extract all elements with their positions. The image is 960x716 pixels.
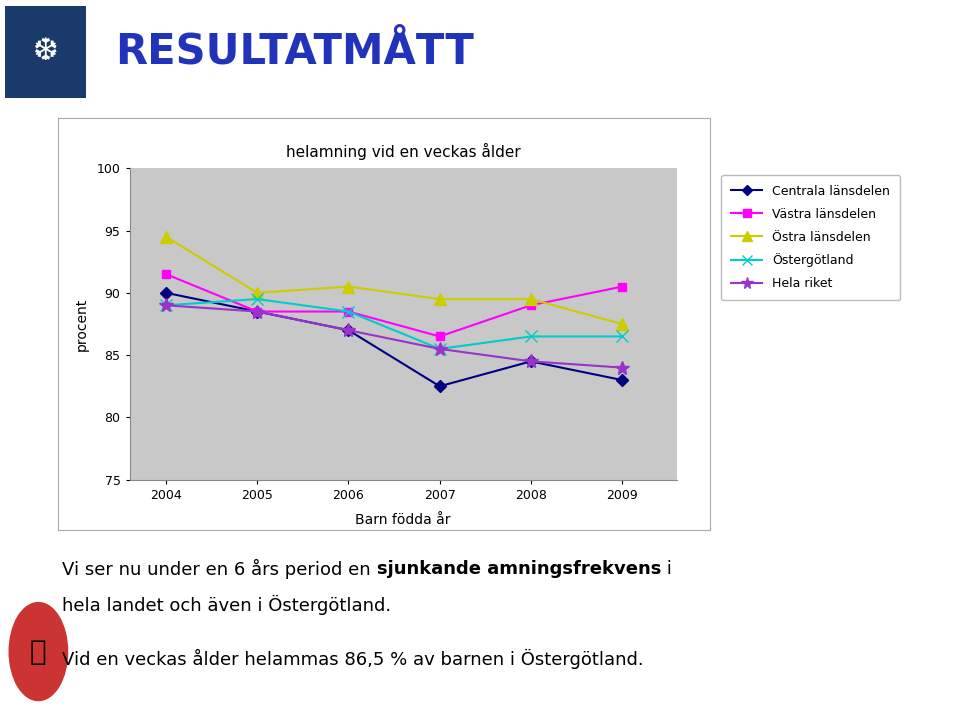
Östra länsdelen [525, 295, 537, 304]
Västra länsdelen [434, 332, 445, 341]
Centrala länsdelen [160, 289, 172, 297]
FancyBboxPatch shape [5, 6, 86, 97]
Östergötland [616, 332, 628, 341]
Centrala länsdelen [525, 357, 537, 366]
Text: sjunkande amningsfrekvens: sjunkande amningsfrekvens [376, 560, 661, 579]
Centrala länsdelen [252, 307, 263, 316]
Text: i: i [661, 560, 672, 579]
Text: Vid en veckas ålder helammas 86,5 % av barnen i Östergötland.: Vid en veckas ålder helammas 86,5 % av b… [62, 649, 644, 669]
Västra länsdelen [616, 282, 628, 291]
X-axis label: Barn födda år: Barn födda år [355, 513, 451, 527]
Text: ❆: ❆ [33, 37, 58, 67]
Circle shape [10, 603, 67, 700]
Östergötland [252, 295, 263, 304]
Title: helamning vid en veckas ålder: helamning vid en veckas ålder [286, 143, 520, 160]
Centrala länsdelen [343, 326, 354, 334]
Text: RESULTATMÅTT: RESULTATMÅTT [115, 31, 474, 73]
Hela riket [343, 326, 354, 334]
Östra länsdelen [616, 320, 628, 329]
Text: hela landet och även i Östergötland.: hela landet och även i Östergötland. [62, 595, 392, 615]
Östra länsdelen [343, 282, 354, 291]
Line: Östergötland: Östergötland [160, 294, 628, 354]
Västra länsdelen [252, 307, 263, 316]
Legend: Centrala länsdelen, Västra länsdelen, Östra länsdelen, Östergötland, Hela riket: Centrala länsdelen, Västra länsdelen, Ös… [721, 175, 900, 301]
Östra länsdelen [434, 295, 445, 304]
Västra länsdelen [160, 270, 172, 279]
Line: Östra länsdelen: Östra länsdelen [160, 231, 628, 329]
Östergötland [434, 344, 445, 353]
Text: Vi ser nu under en 6 års period en: Vi ser nu under en 6 års period en [62, 559, 376, 579]
Hela riket [616, 363, 628, 372]
Hela riket [525, 357, 537, 366]
Text: 👶: 👶 [30, 637, 47, 666]
Östra länsdelen [160, 233, 172, 241]
Centrala länsdelen [434, 382, 445, 391]
Östergötland [160, 301, 172, 309]
Västra länsdelen [343, 307, 354, 316]
Östergötland [525, 332, 537, 341]
Hela riket [252, 307, 263, 316]
Line: Centrala länsdelen: Centrala länsdelen [162, 289, 626, 390]
Västra länsdelen [525, 301, 537, 309]
Hela riket [434, 344, 445, 353]
Centrala länsdelen [616, 376, 628, 384]
Hela riket [160, 301, 172, 309]
Y-axis label: procent: procent [74, 297, 88, 351]
Line: Västra länsdelen: Västra länsdelen [162, 270, 626, 341]
Line: Hela riket: Hela riket [159, 299, 629, 374]
Östra länsdelen [252, 289, 263, 297]
Östergötland [343, 307, 354, 316]
